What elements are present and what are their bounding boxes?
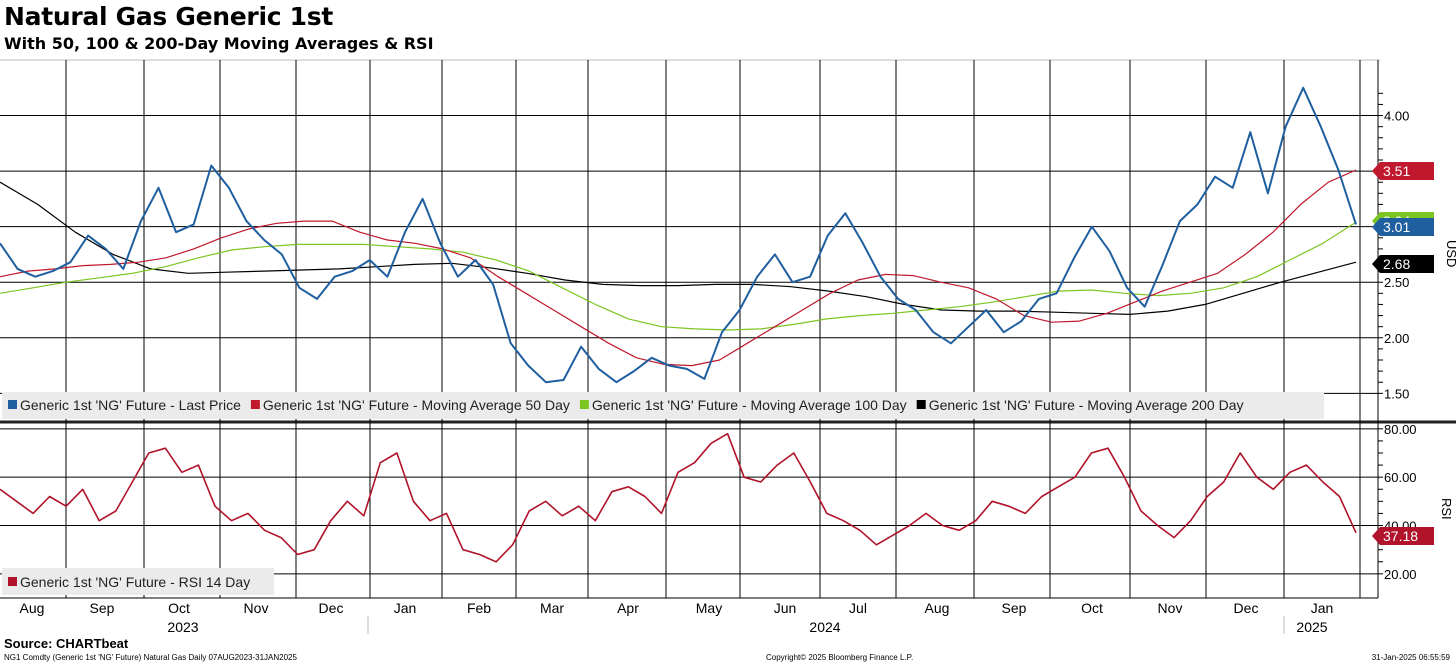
rsi-legend-box [2, 568, 274, 595]
x-month-label: Jul [849, 600, 867, 616]
main-y-tick-label: 4.00 [1384, 109, 1409, 124]
x-month-label: Sep [1002, 600, 1027, 616]
legend-swatch [8, 577, 17, 586]
x-month-label: Jan [394, 600, 417, 616]
rsi-line [0, 432, 1357, 563]
x-month-label: Jan [1311, 600, 1334, 616]
chart-subtitle: With 50, 100 & 200-Day Moving Averages &… [4, 34, 434, 53]
x-month-label: May [696, 600, 722, 616]
x-year-label: 2024 [809, 619, 840, 635]
legend-swatch [250, 400, 260, 409]
ma200-line [0, 181, 1357, 315]
x-month-label: Jun [774, 600, 797, 616]
legend-entry: Generic 1st 'NG' Future - Moving Average… [592, 397, 907, 413]
chart-title: Natural Gas Generic 1st [4, 2, 333, 31]
value-badge-text: 37.18 [1383, 528, 1418, 544]
x-month-label: Mar [540, 600, 564, 616]
x-month-label: Aug [925, 600, 950, 616]
x-month-label: Nov [244, 600, 269, 616]
ma50-value-badge: 3.51 [1372, 162, 1434, 180]
main-y-tick-label: 2.00 [1384, 331, 1409, 346]
legend-swatch [579, 400, 589, 409]
main-y-tick-label: 2.50 [1384, 275, 1409, 290]
ticker-info: NG1 Comdty (Generic 1st 'NG' Future) Nat… [4, 653, 297, 662]
x-month-label: Sep [90, 600, 115, 616]
legend-entry: Generic 1st 'NG' Future - Moving Average… [929, 397, 1244, 413]
ma50-line [0, 169, 1357, 367]
source-note: Source: CHARTbeat [4, 636, 129, 651]
last-price-line [0, 86, 1357, 384]
x-month-label: Dec [1234, 600, 1259, 616]
legend-entry: Generic 1st 'NG' Future - RSI 14 Day [20, 574, 250, 590]
ma200-value-badge: 2.68 [1372, 255, 1434, 273]
x-year-label: 2023 [167, 619, 198, 635]
legend-swatch [8, 400, 17, 409]
x-year-label: 2025 [1296, 619, 1327, 635]
last-price-value-badge: 3.01 [1372, 218, 1434, 236]
rsi-y-tick-label: 80.00 [1384, 422, 1417, 437]
legend-swatch [916, 400, 926, 409]
value-badge-text: 3.51 [1383, 163, 1410, 179]
x-month-label: Feb [467, 600, 491, 616]
main-legend-box [2, 392, 1324, 419]
value-badge-bg [1372, 255, 1434, 273]
ma100-line [0, 221, 1357, 331]
main-y-axis-label: USD [1444, 240, 1456, 267]
value-badge-bg [1372, 162, 1434, 180]
x-month-label: Dec [319, 600, 344, 616]
timestamp: 31-Jan-2025 06:55:59 [1371, 653, 1450, 662]
rsi-y-axis-label: RSI [1439, 498, 1454, 520]
x-month-label: Oct [1081, 600, 1103, 616]
rsi-y-tick-label: 60.00 [1384, 470, 1417, 485]
rsi-value-badge: 37.18 [1372, 527, 1434, 545]
value-badge-bg [1372, 218, 1434, 236]
x-month-label: Nov [1158, 600, 1183, 616]
copyright: Copyright© 2025 Bloomberg Finance L.P. [766, 653, 914, 662]
legend-entry: Generic 1st 'NG' Future - Last Price [20, 397, 241, 413]
x-month-label: Aug [20, 600, 45, 616]
legend-entry: Generic 1st 'NG' Future - Moving Average… [263, 397, 570, 413]
value-badge-text: 2.68 [1383, 256, 1410, 272]
x-month-label: Apr [617, 600, 639, 616]
main-y-tick-label: 1.50 [1384, 386, 1409, 401]
value-badge-text: 3.01 [1383, 219, 1410, 235]
value-badge-bg [1372, 527, 1434, 545]
rsi-y-tick-label: 20.00 [1384, 567, 1417, 582]
x-month-label: Oct [168, 600, 190, 616]
